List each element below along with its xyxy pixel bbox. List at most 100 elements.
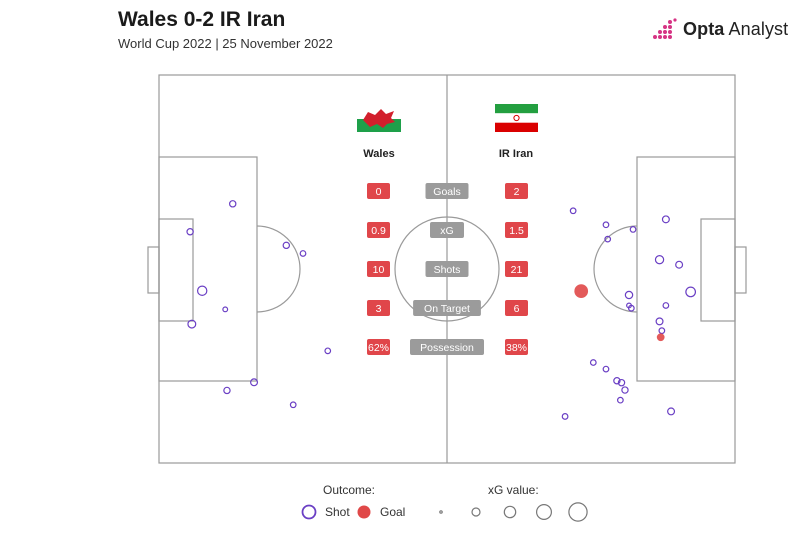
ir-iran-shot-marker bbox=[662, 302, 670, 309]
left-penalty-box bbox=[158, 156, 258, 382]
stat-label-box bbox=[425, 261, 469, 277]
legend-xg-circle bbox=[471, 507, 481, 517]
home-team-name: Wales bbox=[363, 148, 394, 160]
home-stat-box bbox=[367, 261, 390, 277]
wales-shot-marker bbox=[186, 228, 194, 236]
ir-iran-shot-marker bbox=[624, 290, 634, 300]
away-team-name: IR Iran bbox=[499, 148, 534, 160]
away-stat-value: 6 bbox=[514, 303, 520, 315]
left-penalty-arc bbox=[256, 225, 301, 313]
legend-goal-marker bbox=[357, 505, 371, 519]
legend-shot-label: Shot bbox=[325, 505, 350, 519]
legend-xg-circle bbox=[568, 502, 588, 522]
ir-iran-shot-marker bbox=[621, 386, 629, 394]
ir-iran-shot-marker bbox=[667, 407, 676, 416]
ir-iran-shot-marker bbox=[602, 221, 610, 229]
wales-shot-marker bbox=[289, 401, 297, 409]
stat-label-box bbox=[413, 300, 481, 316]
ir-iran-shot-marker bbox=[604, 235, 612, 243]
stat-row-on-target: 3 On Target 6 bbox=[367, 300, 528, 316]
right-penalty-box bbox=[636, 156, 736, 382]
legend-xg-title: xG value: bbox=[488, 483, 539, 497]
ir-iran-shot-marker bbox=[658, 327, 666, 335]
brand-name-bold: Opta bbox=[683, 18, 725, 39]
home-stat-value: 10 bbox=[373, 264, 385, 276]
wales-shot-marker bbox=[299, 250, 307, 257]
right-penalty-arc bbox=[593, 225, 638, 313]
away-stat-box bbox=[505, 183, 528, 199]
ir-iran-goal-marker bbox=[574, 284, 589, 298]
ir-iran-shot-marker bbox=[561, 413, 569, 420]
page-title: Wales 0-2 IR Iran bbox=[118, 8, 286, 31]
brand-name: Opta Analyst bbox=[683, 19, 788, 40]
home-stat-value: 3 bbox=[376, 303, 382, 315]
legend-outcome-title: Outcome: bbox=[323, 483, 375, 497]
stat-label: On Target bbox=[424, 303, 470, 315]
stat-row-goals: 0 Goals 2 bbox=[367, 183, 528, 199]
legend-goal-label: Goal bbox=[380, 505, 405, 519]
ir-iran-shot-marker bbox=[685, 286, 697, 298]
ir-iran-shot-marker bbox=[661, 215, 670, 224]
opta-analyst-logo: Opta Analyst bbox=[652, 17, 788, 41]
right-six-yard-box bbox=[700, 218, 736, 322]
home-stat-value: 62% bbox=[368, 342, 389, 354]
ir-iran-shot-marker bbox=[616, 396, 624, 404]
away-stat-value: 21 bbox=[511, 264, 523, 276]
away-stat-value: 1.5 bbox=[509, 225, 524, 237]
home-stat-box bbox=[367, 339, 390, 355]
away-stat-value: 38% bbox=[506, 342, 527, 354]
page-subtitle: World Cup 2022 | 25 November 2022 bbox=[118, 36, 333, 51]
ir-iran-shot-marker bbox=[569, 207, 577, 215]
wales-shot-marker bbox=[222, 306, 229, 313]
opta-dots-icon bbox=[653, 18, 677, 39]
ir-iran-shot-marker bbox=[655, 317, 664, 326]
home-stat-box bbox=[367, 183, 390, 199]
away-stat-box bbox=[505, 300, 528, 316]
stat-row-possession: 62% Possession 38% bbox=[367, 339, 528, 355]
stat-label: Goals bbox=[433, 186, 460, 198]
wales-shot-marker bbox=[250, 378, 259, 387]
ir-iran-goal-marker bbox=[656, 333, 665, 342]
ir-iran-shot-marker bbox=[613, 377, 621, 385]
home-stat-value: 0.9 bbox=[371, 225, 386, 237]
ir-iran-shot-marker bbox=[602, 365, 610, 373]
wales-shot-marker bbox=[324, 347, 332, 355]
away-stat-box bbox=[505, 222, 528, 238]
stat-label: xG bbox=[440, 225, 453, 237]
ir-iran-shot-marker bbox=[589, 359, 597, 366]
legend-xg-circle bbox=[503, 505, 517, 519]
stat-label-box bbox=[425, 183, 469, 199]
legend-shot-marker bbox=[301, 504, 317, 520]
right-goal bbox=[734, 246, 747, 294]
stat-label: Possession bbox=[420, 342, 474, 354]
away-stat-box bbox=[505, 339, 528, 355]
wales-shot-marker bbox=[196, 285, 208, 296]
legend: Outcome: Shot Goal xG value: bbox=[301, 483, 588, 522]
centre-circle bbox=[394, 216, 500, 322]
ir-iran-shot-marker bbox=[627, 304, 635, 312]
wales-shot-marker bbox=[229, 200, 237, 208]
stat-label-box bbox=[430, 222, 464, 238]
legend-xg-circle bbox=[439, 510, 443, 514]
away-stat-box bbox=[505, 261, 528, 277]
stat-label-box bbox=[410, 339, 484, 355]
ir-iran-shot-marker bbox=[629, 226, 637, 233]
iran-flag-icon bbox=[495, 104, 538, 132]
away-stat-value: 2 bbox=[514, 186, 520, 198]
wales-shot-marker bbox=[187, 319, 197, 329]
left-goal bbox=[147, 246, 160, 294]
wales-shot-marker bbox=[282, 241, 291, 250]
legend-xg-scale bbox=[439, 502, 588, 522]
stat-label: Shots bbox=[434, 264, 461, 276]
stat-row-xg: 0.9 xG 1.5 bbox=[367, 222, 528, 238]
wales-shot-marker bbox=[223, 386, 231, 395]
wales-flag-icon bbox=[357, 104, 401, 132]
home-stat-box bbox=[367, 222, 390, 238]
home-stat-value: 0 bbox=[376, 186, 382, 198]
ir-iran-shot-marker bbox=[617, 378, 626, 387]
ir-iran-shot-marker bbox=[654, 255, 665, 265]
brand-name-rest: Analyst bbox=[724, 18, 789, 39]
ir-iran-shot-marker bbox=[675, 260, 684, 269]
home-stat-box bbox=[367, 300, 390, 316]
